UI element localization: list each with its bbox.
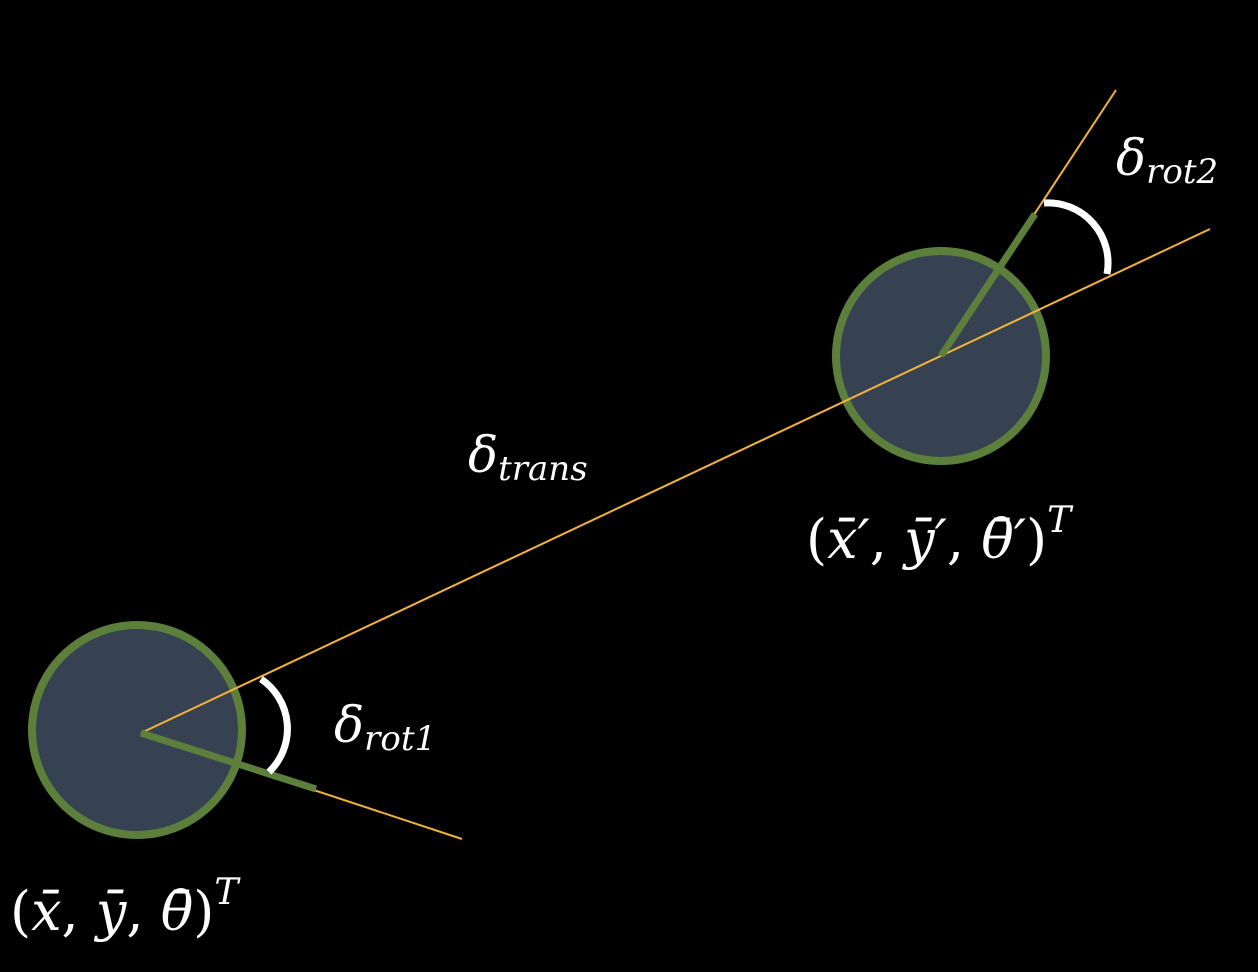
pose-end-sep2: , <box>947 508 981 571</box>
pose-start-superscript: T <box>214 872 241 913</box>
end-heading-indicator <box>938 212 1038 358</box>
pose-end-x: x̄′ <box>827 508 870 571</box>
pose-end-sep1: , <box>870 508 904 571</box>
delta-rot1-label: δrot1 <box>334 696 436 759</box>
delta-rot1-symbol: δ <box>334 696 364 754</box>
pose-end-label: (x̄′, ȳ′, θ̄′)T <box>806 500 1074 571</box>
pose-start-open: ( <box>10 880 31 943</box>
pose-start-label: (x̄, ȳ, θ̄)T <box>10 872 241 943</box>
pose-end-close: ) <box>1026 508 1047 571</box>
delta-rot1-subscript: rot1 <box>364 719 436 759</box>
rot1-angle-arc <box>258 676 291 775</box>
robot-start-body <box>28 621 246 839</box>
pose-end-superscript: T <box>1047 500 1074 541</box>
pose-start-y: ȳ <box>94 880 128 943</box>
pose-end-theta: θ̄′ <box>981 508 1026 571</box>
pose-end-y: ȳ′ <box>902 508 947 571</box>
pose-end-open: ( <box>806 508 827 571</box>
pose-start-x: x̄ <box>31 880 61 943</box>
pose-start-close: ) <box>193 880 214 943</box>
delta-trans-subscript: trans <box>498 449 588 489</box>
start-heading-indicator <box>139 729 318 793</box>
delta-trans-label: δtrans <box>468 426 588 489</box>
delta-rot2-subscript: rot2 <box>1146 152 1218 192</box>
delta-rot2-label: δrot2 <box>1116 129 1218 192</box>
pose-start-sep2: , <box>126 880 160 943</box>
pose-start-theta: θ̄ <box>161 880 194 943</box>
translation-line <box>140 228 1211 734</box>
rot2-angle-arc <box>1043 199 1112 275</box>
delta-trans-symbol: δ <box>468 426 498 484</box>
delta-rot2-symbol: δ <box>1116 129 1146 187</box>
pose-start-sep1: , <box>62 880 96 943</box>
